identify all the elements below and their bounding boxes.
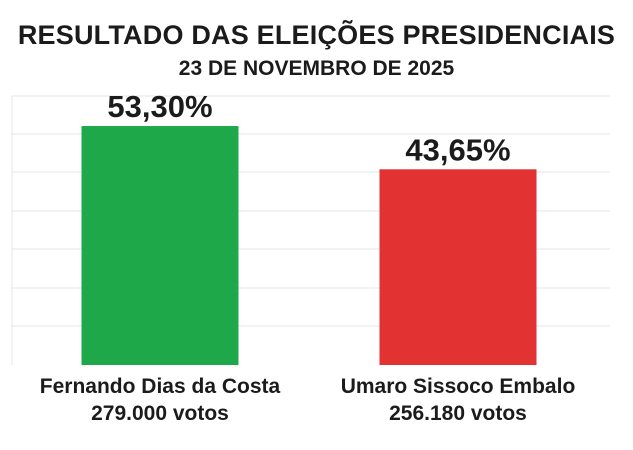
category-label-1: Fernando Dias da Costa xyxy=(40,375,281,398)
labels: 53,30% Fernando Dias da Costa 279.000 voto… xyxy=(40,89,575,425)
chart-title: RESULTADO DAS ELEIÇÕES PRESIDENCIAIS xyxy=(17,20,616,50)
bar-value-label-1: 53,30% xyxy=(107,89,212,124)
votes-label-1: 279.000 votos xyxy=(91,402,229,425)
votes-label-2: 256.180 votos xyxy=(389,402,527,425)
bar-value-label-2: 43,65% xyxy=(405,132,510,167)
category-label-2: Umaro Sissoco Embalo xyxy=(341,375,576,398)
chart-subtitle: 23 DE NOVEMBRO DE 2025 xyxy=(178,57,455,80)
bar-1 xyxy=(81,126,239,365)
bars xyxy=(81,126,537,365)
bar-2 xyxy=(379,169,537,365)
